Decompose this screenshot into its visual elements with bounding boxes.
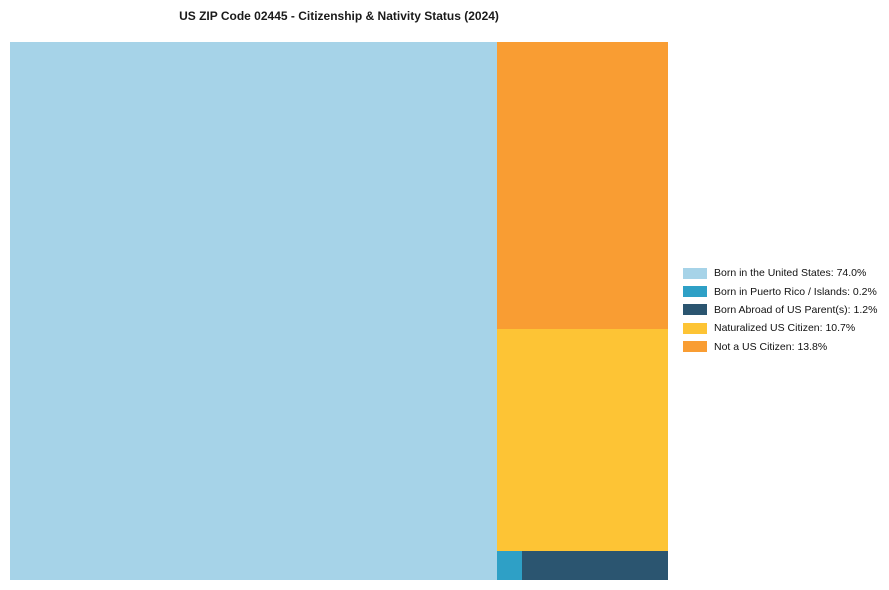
legend-swatch-born-us: [683, 267, 707, 279]
treemap-plot-area: [10, 42, 668, 580]
legend-swatch-naturalized: [683, 322, 707, 334]
legend-swatch-not-citizen: [683, 341, 707, 353]
treemap-cell-born-pr: [497, 550, 522, 580]
legend-item-born-us: Born in the United States: 74.0%: [683, 264, 877, 282]
legend-label: Not a US Citizen: 13.8%: [714, 340, 828, 353]
legend-label: Born in Puerto Rico / Islands: 0.2%: [714, 285, 877, 298]
treemap-cell-born-us: [10, 42, 498, 580]
treemap-cell-born-abroad: [521, 550, 668, 580]
legend-item-born-abroad: Born Abroad of US Parent(s): 1.2%: [683, 301, 877, 319]
legend-label: Born in the United States: 74.0%: [714, 267, 867, 280]
legend-item-naturalized: Naturalized US Citizen: 10.7%: [683, 319, 877, 337]
legend-swatch-born-pr: [683, 286, 707, 298]
legend-item-not-citizen: Not a US Citizen: 13.8%: [683, 338, 877, 356]
legend: Born in the United States: 74.0% Born in …: [683, 264, 877, 356]
legend-item-born-pr: Born in Puerto Rico / Islands: 0.2%: [683, 282, 877, 300]
treemap-cell-not-citizen: [497, 42, 668, 329]
treemap-cell-naturalized: [497, 328, 668, 551]
chart-title: US ZIP Code 02445 - Citizenship & Nativi…: [179, 9, 499, 23]
legend-label: Naturalized US Citizen: 10.7%: [714, 322, 856, 335]
legend-label: Born Abroad of US Parent(s): 1.2%: [714, 303, 878, 316]
legend-swatch-born-abroad: [683, 304, 707, 316]
